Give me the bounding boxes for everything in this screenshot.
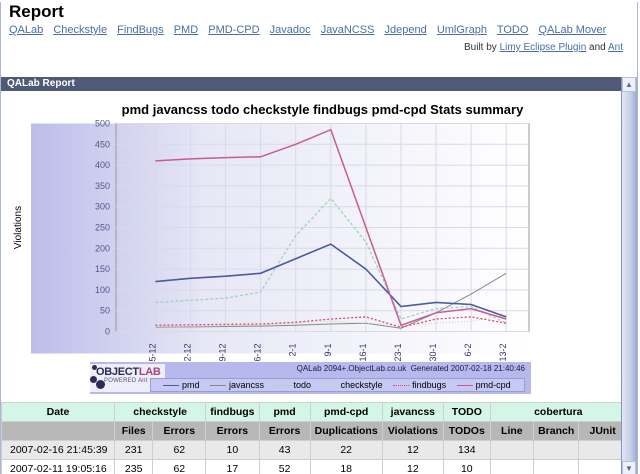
- svg-text:50: 50: [100, 306, 110, 316]
- svg-text:350: 350: [95, 181, 110, 191]
- svg-text:2-1: 2-1: [288, 344, 298, 357]
- svg-text:0: 0: [105, 327, 110, 337]
- svg-text:250: 250: [95, 223, 110, 233]
- svg-text:9-1: 9-1: [323, 344, 333, 357]
- svg-text:23-1: 23-1: [393, 344, 403, 362]
- svg-text:13-2: 13-2: [498, 344, 508, 362]
- svg-text:450: 450: [95, 139, 110, 149]
- svg-text:6-2: 6-2: [463, 344, 473, 357]
- svg-text:5-12: 5-12: [147, 344, 157, 362]
- svg-text:300: 300: [95, 202, 110, 212]
- svg-text:100: 100: [95, 285, 110, 295]
- svg-text:pmd javancss todo checkstyle f: pmd javancss todo checkstyle findbugs pm…: [122, 102, 524, 117]
- svg-text:16-1: 16-1: [358, 344, 368, 362]
- svg-text:Violations: Violations: [13, 206, 24, 249]
- svg-text:150: 150: [95, 264, 110, 274]
- svg-text:500: 500: [95, 119, 110, 129]
- svg-text:400: 400: [95, 160, 110, 170]
- svg-text:200: 200: [95, 243, 110, 253]
- svg-text:30-1: 30-1: [428, 344, 438, 362]
